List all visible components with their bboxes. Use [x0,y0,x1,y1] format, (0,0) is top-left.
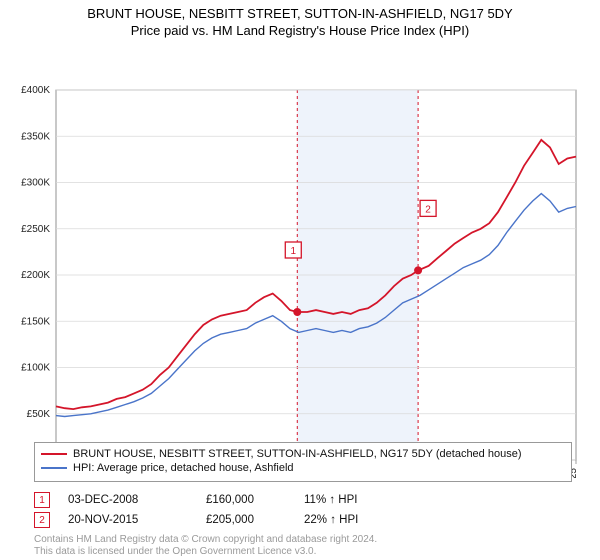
svg-text:£100K: £100K [21,363,50,374]
legend-label: BRUNT HOUSE, NESBITT STREET, SUTTON-IN-A… [73,448,521,460]
sale-price: £205,000 [206,514,286,526]
svg-text:£350K: £350K [21,131,50,142]
legend-row: BRUNT HOUSE, NESBITT STREET, SUTTON-IN-A… [41,447,565,461]
sale-diff: 11% ↑ HPI [304,494,394,506]
line-chart: £0£50K£100K£150K£200K£250K£300K£350K£400… [0,38,600,478]
footer-attribution: Contains HM Land Registry data © Crown c… [34,534,572,557]
legend-row: HPI: Average price, detached house, Ashf… [41,461,565,475]
svg-text:£400K: £400K [21,85,50,96]
sale-marker: 2 [34,512,50,528]
chart-container: BRUNT HOUSE, NESBITT STREET, SUTTON-IN-A… [0,0,600,478]
svg-text:£250K: £250K [21,224,50,235]
sale-row: 1 03-DEC-2008 £160,000 11% ↑ HPI [34,490,572,510]
sales-table: 1 03-DEC-2008 £160,000 11% ↑ HPI 2 20-NOV-201… [34,490,572,530]
title-address: BRUNT HOUSE, NESBITT STREET, SUTTON-IN-A… [0,6,600,21]
svg-text:2: 2 [425,204,431,215]
svg-text:£150K: £150K [21,316,50,327]
sale-marker: 1 [34,492,50,508]
footer-line1: Contains HM Land Registry data © Crown c… [34,534,572,546]
svg-text:£300K: £300K [21,178,50,189]
sale-row: 2 20-NOV-2015 £205,000 22% ↑ HPI [34,510,572,530]
svg-text:£50K: £50K [27,409,51,420]
title-block: BRUNT HOUSE, NESBITT STREET, SUTTON-IN-A… [0,0,600,38]
legend-label: HPI: Average price, detached house, Ashf… [73,462,294,474]
legend-swatch [41,467,67,469]
footer-line2: This data is licensed under the Open Gov… [34,546,572,558]
title-subtitle: Price paid vs. HM Land Registry's House … [0,23,600,38]
legend: BRUNT HOUSE, NESBITT STREET, SUTTON-IN-A… [34,442,572,482]
legend-swatch [41,453,67,455]
sale-diff: 22% ↑ HPI [304,514,394,526]
svg-text:£200K: £200K [21,270,50,281]
sale-date: 20-NOV-2015 [68,514,188,526]
sale-date: 03-DEC-2008 [68,494,188,506]
svg-text:1: 1 [290,246,296,257]
sale-price: £160,000 [206,494,286,506]
